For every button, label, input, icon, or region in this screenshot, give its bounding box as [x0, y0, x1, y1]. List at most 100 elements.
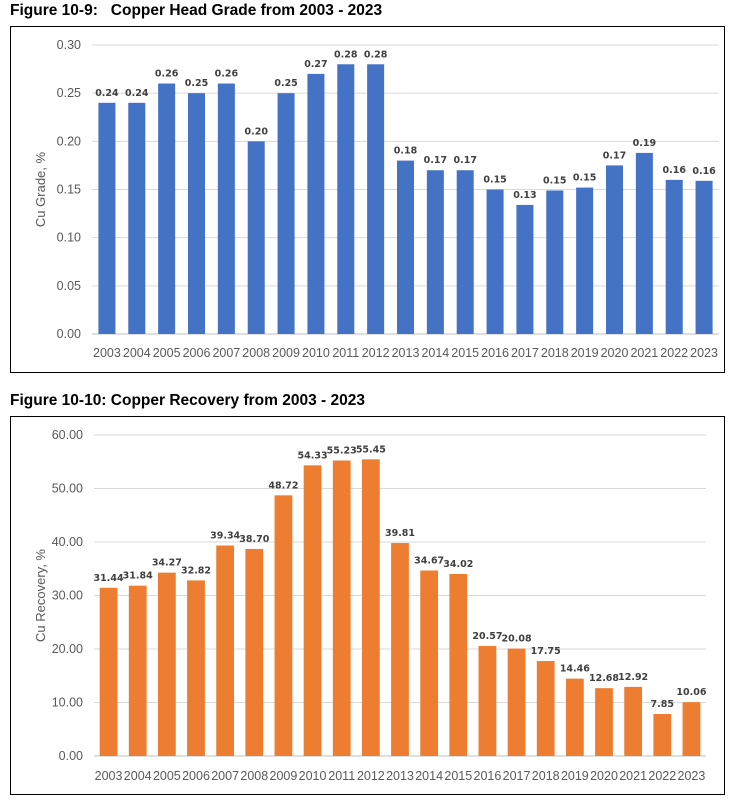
- data-label-2016: 20.57: [472, 631, 502, 642]
- x-tick-label: 2020: [601, 346, 629, 360]
- x-tick-label: 2014: [421, 346, 449, 360]
- bar-2020: [595, 688, 613, 756]
- y-tick-label: 30.00: [52, 589, 83, 603]
- x-tick-label: 2008: [240, 769, 268, 783]
- data-label-2016: 0.15: [483, 175, 506, 186]
- x-tick-label: 2012: [357, 769, 385, 783]
- data-label-2015: 0.17: [453, 155, 476, 166]
- x-tick-label: 2004: [123, 346, 151, 360]
- bar-2004: [128, 102, 146, 334]
- data-label-2013: 39.81: [385, 528, 415, 539]
- x-tick-label: 2003: [93, 346, 121, 360]
- bar-2006: [187, 580, 205, 756]
- data-label-2006: 32.82: [181, 565, 211, 576]
- x-tick-label: 2023: [690, 346, 718, 360]
- bar-2018: [546, 190, 564, 334]
- figure-1-title-text: Copper Head Grade from 2003 - 2023: [110, 2, 383, 19]
- chart-1-frame: 0.00 0.05 0.10 0.15 0.20 0.25 0.30 Cu Grade, % 0…: [10, 26, 725, 373]
- x-tick-label: 2010: [299, 769, 327, 783]
- bar-2022: [653, 714, 672, 756]
- x-tick-label: 2015: [451, 346, 479, 360]
- x-tick-label: 2018: [541, 346, 569, 360]
- data-label-2023: 0.16: [692, 166, 716, 177]
- figure-1-label: Figure 10-9:: [10, 2, 98, 19]
- bar-2019: [565, 678, 584, 756]
- x-tick-label: 2011: [332, 346, 359, 360]
- x-tick-label: 2009: [270, 769, 298, 783]
- bar-2021: [624, 686, 643, 756]
- data-label-2022: 0.16: [662, 165, 686, 176]
- data-label-2010: 0.27: [304, 59, 327, 70]
- x-tick-label: 2015: [444, 769, 472, 783]
- bar-2008: [247, 141, 265, 334]
- bar-2010: [307, 73, 325, 335]
- x-tick-label: 2020: [590, 769, 618, 783]
- data-label-2012: 0.28: [364, 49, 388, 60]
- y-tick-label: 40.00: [52, 535, 83, 549]
- bar-2007: [216, 545, 235, 756]
- x-tick-label: 2004: [124, 769, 152, 783]
- data-label-2020: 0.17: [603, 150, 626, 161]
- bar-2012: [361, 459, 380, 756]
- data-label-2005: 34.27: [152, 558, 182, 569]
- x-tick-label: 2016: [474, 769, 502, 783]
- x-tick-label: 2005: [153, 769, 181, 783]
- bar-2013: [391, 543, 409, 756]
- x-tick-label: 2022: [648, 769, 676, 783]
- y-tick-label: 20.00: [52, 642, 83, 656]
- data-label-2019: 14.46: [560, 664, 590, 675]
- x-tick-label: 2019: [571, 346, 599, 360]
- bar-2004: [128, 585, 147, 756]
- data-label-2013: 0.18: [394, 146, 418, 157]
- x-tick-label: 2021: [619, 769, 647, 783]
- x-tick-label: 2023: [678, 769, 706, 783]
- x-tick-label: 2013: [386, 769, 414, 783]
- bar-2016: [486, 189, 504, 334]
- figure-2-title-text: Copper Recovery from 2003 - 2023: [110, 392, 365, 409]
- x-tick-label: 2014: [415, 769, 443, 783]
- x-tick-label: 2016: [481, 346, 509, 360]
- bar-2003: [98, 102, 116, 334]
- bar-2011: [332, 460, 351, 756]
- bar-2006: [187, 93, 206, 335]
- bar-2019: [576, 187, 594, 334]
- y-tick-label: 10.00: [52, 696, 83, 710]
- bar-2014: [426, 170, 444, 334]
- x-tick-label: 2009: [272, 346, 300, 360]
- x-tick-label: 2011: [328, 769, 355, 783]
- x-tick-label: 2010: [302, 346, 330, 360]
- y-tick-label: 0.05: [57, 279, 81, 293]
- data-label-2021: 0.19: [633, 138, 656, 149]
- bar-2005: [157, 572, 176, 756]
- data-label-2010: 54.33: [298, 450, 328, 461]
- x-tick-label: 2021: [630, 346, 658, 360]
- figure-1-title: Figure 10-9: Copper Head Grade from 2003…: [10, 2, 382, 20]
- data-label-2014: 34.67: [414, 556, 444, 567]
- data-label-2008: 38.70: [239, 534, 269, 545]
- x-tick-label: 2017: [503, 769, 531, 783]
- y-tick-label: 0.15: [57, 183, 81, 197]
- bar-2017: [516, 204, 534, 334]
- x-tick-label: 2006: [182, 769, 210, 783]
- data-label-2007: 0.26: [215, 69, 239, 80]
- x-tick-label: 2018: [532, 769, 560, 783]
- y-tick-label: 0.00: [57, 327, 81, 341]
- chart-2-frame: 0.00 10.00 20.00 30.00 40.00 50.00 60.00 Cu Rec…: [10, 416, 725, 795]
- data-label-2023: 10.06: [676, 687, 706, 698]
- y-tick-label: 0.20: [57, 134, 81, 148]
- copper-recovery-chart: 0.00 10.00 20.00 30.00 40.00 50.00 60.00 Cu Rec…: [33, 428, 707, 783]
- y-tick-label: 0.25: [57, 86, 81, 100]
- bar-2014: [420, 570, 439, 756]
- bar-2023: [682, 702, 701, 756]
- y-tick-label: 0.10: [57, 231, 81, 245]
- x-tick-label: 2003: [95, 769, 123, 783]
- bar-2015: [456, 170, 474, 334]
- data-label-2020: 12.68: [589, 673, 619, 684]
- bar-2007: [217, 83, 235, 335]
- bar-2017: [507, 648, 526, 756]
- data-label-2014: 0.17: [424, 155, 447, 166]
- bar-2016: [478, 645, 497, 756]
- data-label-2003: 0.24: [95, 88, 119, 99]
- bar-2023: [695, 180, 713, 334]
- bar-2020: [605, 165, 624, 334]
